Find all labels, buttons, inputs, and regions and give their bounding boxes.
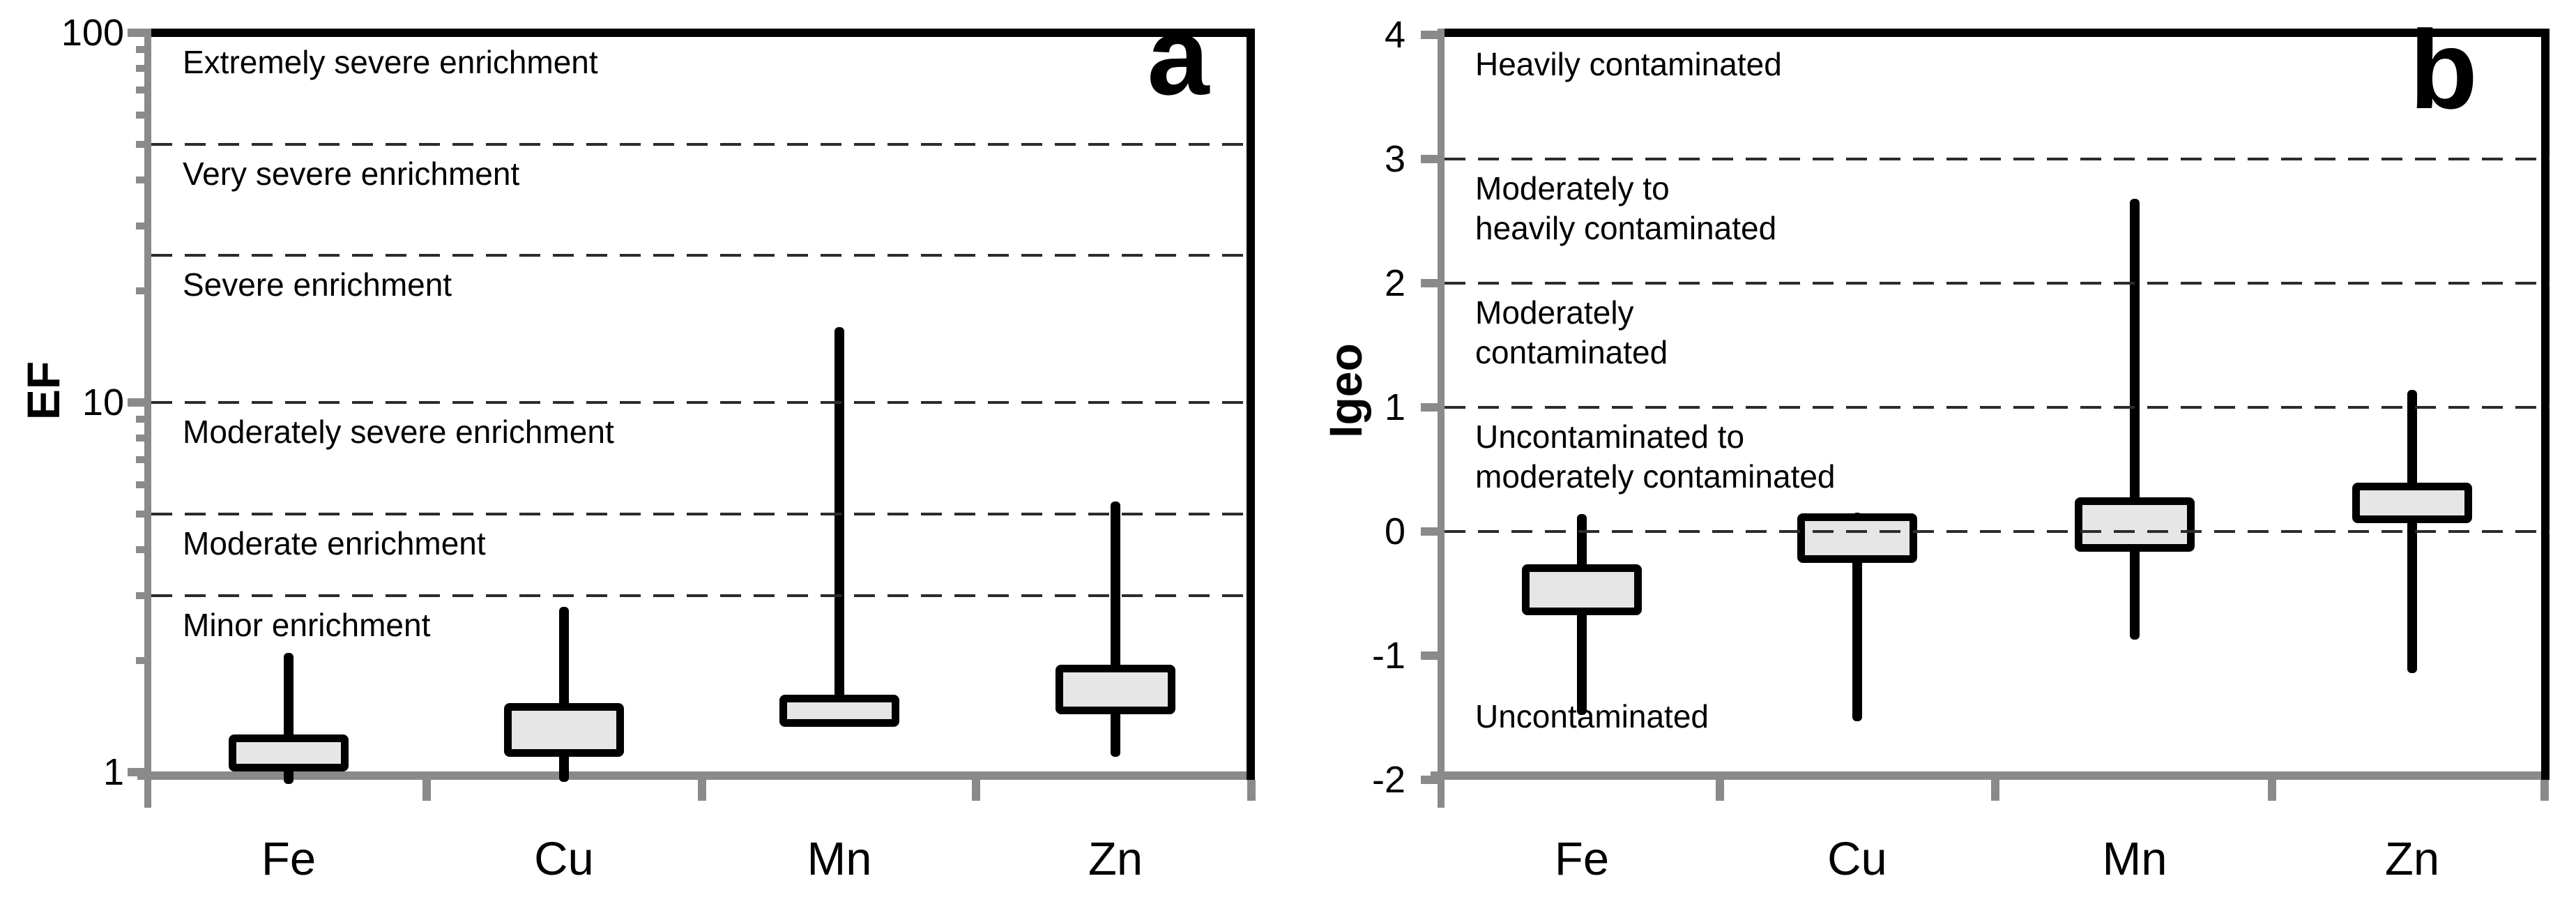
dashed-reference-line xyxy=(1445,282,2550,285)
dashed-reference-line xyxy=(151,401,1255,404)
x-axis-line xyxy=(137,771,1255,780)
box-cu xyxy=(1797,513,1917,564)
y-minor-tick xyxy=(136,46,151,54)
y-minor-tick xyxy=(136,287,151,295)
y-tick-label: 100 xyxy=(61,12,124,54)
y-minor-tick xyxy=(136,223,151,230)
zone-label: Minor enrichment xyxy=(183,607,431,644)
box-cu xyxy=(504,702,624,757)
plot-frame-right xyxy=(2541,29,2550,780)
y-major-tick xyxy=(1421,776,1445,784)
x-tick xyxy=(1716,780,1724,801)
y-axis-title-ef: EF xyxy=(17,361,69,421)
panel-letter-a: a xyxy=(1147,0,1210,118)
plot-frame-top xyxy=(151,29,1255,37)
box-zn xyxy=(1055,665,1175,715)
category-label-fe: Fe xyxy=(261,833,317,885)
zone-label: Extremely severe enrichment xyxy=(183,44,598,80)
x-tick xyxy=(422,780,431,801)
y-minor-tick xyxy=(136,65,151,73)
y-minor-tick xyxy=(136,592,151,600)
y-major-tick xyxy=(1421,403,1445,412)
dashed-reference-line xyxy=(151,142,1255,146)
whisker-zn xyxy=(1111,501,1120,757)
y-minor-tick xyxy=(136,435,151,442)
y-tick-label: -1 xyxy=(1371,635,1405,677)
y-tick-label: 1 xyxy=(1384,386,1405,428)
box-fe xyxy=(229,734,349,772)
x-tick xyxy=(698,780,706,801)
y-minor-tick xyxy=(136,510,151,518)
whisker-cu xyxy=(1852,513,1862,722)
y-tick-label: 10 xyxy=(82,382,124,423)
zone-label: Heavily contaminated xyxy=(1475,46,1782,82)
dashed-reference-line xyxy=(151,512,1255,515)
zone-label: Moderately severe enrichment xyxy=(183,414,614,450)
zone-label: Severe enrichment xyxy=(183,266,452,303)
y-major-tick xyxy=(128,398,151,407)
dashed-reference-line xyxy=(1445,406,2550,409)
y-major-tick xyxy=(1421,31,1445,39)
category-label-mn: Mn xyxy=(2102,833,2167,885)
y-minor-tick xyxy=(136,416,151,423)
y-minor-tick xyxy=(136,140,151,148)
y-major-tick xyxy=(1421,527,1445,536)
y-tick-label: 4 xyxy=(1384,14,1405,56)
zone-label: Moderate enrichment xyxy=(183,525,486,561)
y-tick-label: 2 xyxy=(1384,262,1405,304)
y-minor-tick xyxy=(136,176,151,183)
x-tick xyxy=(972,780,980,801)
y-minor-tick xyxy=(136,545,151,553)
dashed-reference-line xyxy=(151,594,1255,598)
y-minor-tick xyxy=(136,456,151,464)
dashed-reference-line xyxy=(151,254,1255,257)
zone-label: Moderately contaminated xyxy=(1475,294,1668,370)
dashed-reference-line xyxy=(1445,158,2550,160)
box-mn xyxy=(2075,497,2195,552)
y-minor-tick xyxy=(136,657,151,665)
y-axis-line xyxy=(1438,29,1445,808)
x-tick xyxy=(1247,780,1256,801)
zone-label: Uncontaminated to moderately contaminate… xyxy=(1475,419,1836,495)
category-label-zn: Zn xyxy=(1088,833,1143,885)
x-axis-line xyxy=(1431,771,2550,780)
whisker-mn xyxy=(2130,198,2140,640)
category-label-mn: Mn xyxy=(807,833,872,885)
y-minor-tick xyxy=(136,481,151,488)
x-tick xyxy=(1991,780,1999,801)
whisker-mn xyxy=(834,326,844,727)
category-label-cu: Cu xyxy=(1827,833,1887,885)
box-fe xyxy=(1522,564,1642,615)
y-major-tick xyxy=(1421,651,1445,660)
y-minor-tick xyxy=(136,86,151,94)
box-zn xyxy=(2352,482,2472,524)
x-tick xyxy=(2540,780,2549,801)
plot-frame-right xyxy=(1247,29,1255,780)
y-tick-label: 0 xyxy=(1384,511,1405,552)
y-major-tick xyxy=(1421,279,1445,287)
zone-label: Very severe enrichment xyxy=(183,155,520,192)
box-mn xyxy=(779,694,899,728)
x-tick xyxy=(2268,780,2276,801)
category-label-cu: Cu xyxy=(534,833,594,885)
zone-label: Moderately to heavily contaminated xyxy=(1475,170,1777,246)
dashed-reference-line xyxy=(1445,530,2550,533)
y-major-tick xyxy=(128,768,151,776)
y-minor-tick xyxy=(136,111,151,119)
y-tick-label: 3 xyxy=(1384,138,1405,180)
plot-frame-top xyxy=(1445,29,2550,37)
y-major-tick xyxy=(128,29,151,37)
y-axis-title-igeo: Igeo xyxy=(1320,343,1371,438)
category-label-zn: Zn xyxy=(2384,833,2440,885)
panel-letter-b: b xyxy=(2409,7,2478,132)
y-major-tick xyxy=(1421,155,1445,163)
y-tick-label: -2 xyxy=(1371,759,1405,801)
category-label-fe: Fe xyxy=(1554,833,1610,885)
y-tick-label: 1 xyxy=(102,751,124,793)
zone-label: Uncontaminated xyxy=(1475,698,1709,734)
